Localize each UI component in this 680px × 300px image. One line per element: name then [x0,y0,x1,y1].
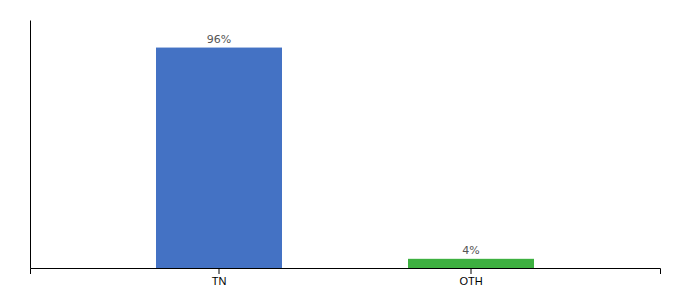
data-label: 96% [207,33,231,46]
plot: 96% 4% TN OTH [31,21,661,287]
bar [156,48,282,268]
y-axis [30,21,31,269]
data-labels: 96% 4% [207,33,480,257]
data-label: 4% [462,244,479,257]
y-axis-line [30,21,31,269]
x-tick-label: TN [212,275,227,287]
x-tick-label: OTH [459,275,482,287]
x-tick: OTH [459,268,482,287]
bar [408,259,534,268]
chart: 96% 4% TN OTH [0,0,680,300]
x-axis: TN OTH [31,268,661,287]
x-tick-mark [471,268,472,274]
x-axis-line [31,269,661,275]
x-tick-mark [219,268,220,274]
bars [156,48,534,268]
x-tick: TN [212,268,227,287]
